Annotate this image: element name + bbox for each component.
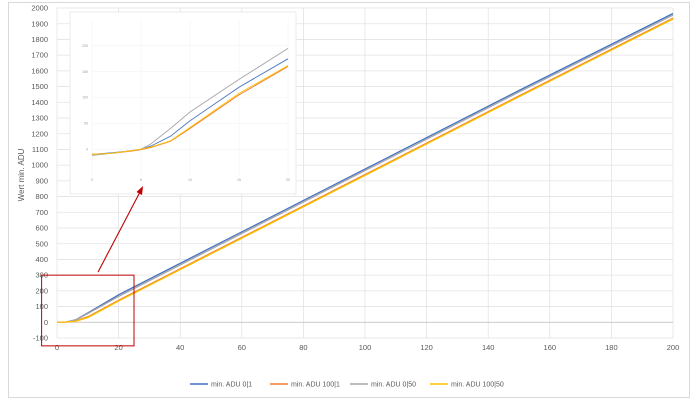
x-tick-label: 160	[544, 343, 557, 352]
y-tick-label: -100	[33, 334, 48, 343]
y-axis-title: Wert min. ADU	[17, 148, 26, 201]
inset-series-line-4	[91, 65, 289, 155]
x-tick-label: 60	[238, 343, 246, 352]
x-tick-label: 120	[420, 343, 433, 352]
series-line-4	[56, 18, 674, 323]
zoom-arrow-head	[136, 186, 143, 195]
y-tick-label: 1300	[31, 114, 48, 123]
y-tick-label: 400	[35, 255, 48, 264]
legend: min. ADU 0|1 min. ADU 100|1 min. ADU 0|50 m…	[190, 382, 504, 389]
y-tick-label: 1600	[31, 66, 48, 75]
inset-x-tick-label: 10	[188, 178, 192, 182]
legend-label-2: min. ADU 100|1	[291, 382, 340, 389]
legend-label-4: min. ADU 100|50	[451, 382, 504, 389]
zoom-annotation	[41, 186, 143, 347]
y-tick-label: 1100	[32, 145, 48, 154]
legend-label-3: min. ADU 0|50	[371, 382, 416, 389]
x-tick-label: 100	[359, 343, 372, 352]
y-tick-label: 500	[35, 239, 48, 248]
y-tick-label: 800	[35, 192, 48, 201]
main-series-lines	[56, 12, 674, 323]
x-tick-label: 140	[482, 343, 495, 352]
inset-background	[69, 11, 297, 195]
inset-x-tick-label: 20	[286, 178, 290, 182]
inset-x-tick-label: 5	[140, 178, 142, 182]
legend-label-1: min. ADU 0|1	[211, 382, 252, 389]
zoom-arrow	[97, 191, 141, 273]
zoom-inset: 0 50 100 150 200 0 5 10 15 20	[69, 11, 297, 195]
y-tick-label: 1800	[31, 35, 48, 44]
inset-x-tick-label: 15	[237, 178, 241, 182]
inset-y-tick-label: 50	[84, 122, 88, 126]
y-tick-label: 1700	[31, 51, 48, 60]
y-tick-label: 1400	[31, 98, 48, 107]
x-tick-label: 20	[114, 343, 122, 352]
inset-x-tick-label: 0	[91, 178, 93, 182]
y-tick-label: 2000	[31, 4, 48, 13]
inset-y-tick-label: 200	[82, 44, 88, 48]
y-tick-label: 600	[35, 224, 48, 233]
inset-y-tick-label: 100	[82, 96, 88, 100]
inset-y-tick-label: 0	[86, 147, 88, 151]
x-tick-label: 0	[55, 343, 59, 352]
y-tick-label: 1500	[31, 82, 48, 91]
x-tick-label: 200	[667, 343, 680, 352]
y-tick-label: 1000	[31, 161, 48, 170]
inset-y-tick-label: 150	[82, 70, 88, 74]
x-tick-label: 80	[299, 343, 307, 352]
y-tick-label: 900	[35, 176, 48, 185]
x-tick-label: 40	[176, 343, 184, 352]
y-tick-label: 1900	[31, 19, 48, 28]
zoom-box	[41, 274, 135, 347]
y-tick-label: 0	[44, 318, 48, 327]
y-tick-label: 1200	[31, 129, 48, 138]
x-tick-label: 180	[605, 343, 618, 352]
y-tick-label: 700	[35, 208, 48, 217]
